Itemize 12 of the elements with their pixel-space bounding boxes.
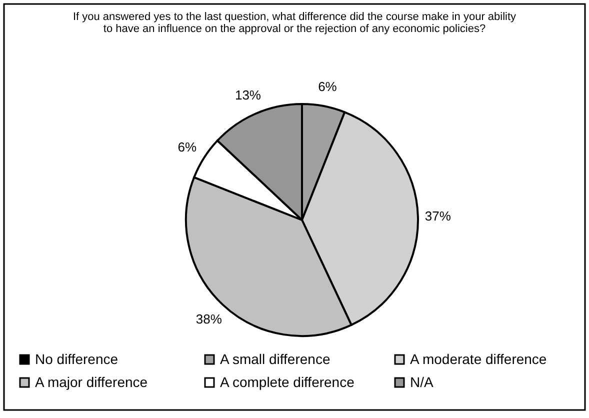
data-label: 6%	[318, 78, 338, 94]
chart-title: If you answered yes to the last question, what difference did the course make in your ability to have an influence on the approval or the rejection of any economic policies?	[72, 11, 517, 35]
data-label: 13%	[234, 88, 262, 103]
data-label: 6%	[178, 140, 198, 155]
legend-label: N/A	[410, 374, 434, 390]
legend-label: A major difference	[35, 374, 148, 390]
legend-label: No difference	[35, 351, 118, 367]
data-label: 37%	[424, 208, 452, 224]
data-label: 38%	[196, 312, 222, 327]
legend-label: A moderate difference	[410, 351, 547, 367]
legend-label: A small difference	[220, 351, 330, 367]
legend-label: A complete difference	[220, 374, 355, 390]
